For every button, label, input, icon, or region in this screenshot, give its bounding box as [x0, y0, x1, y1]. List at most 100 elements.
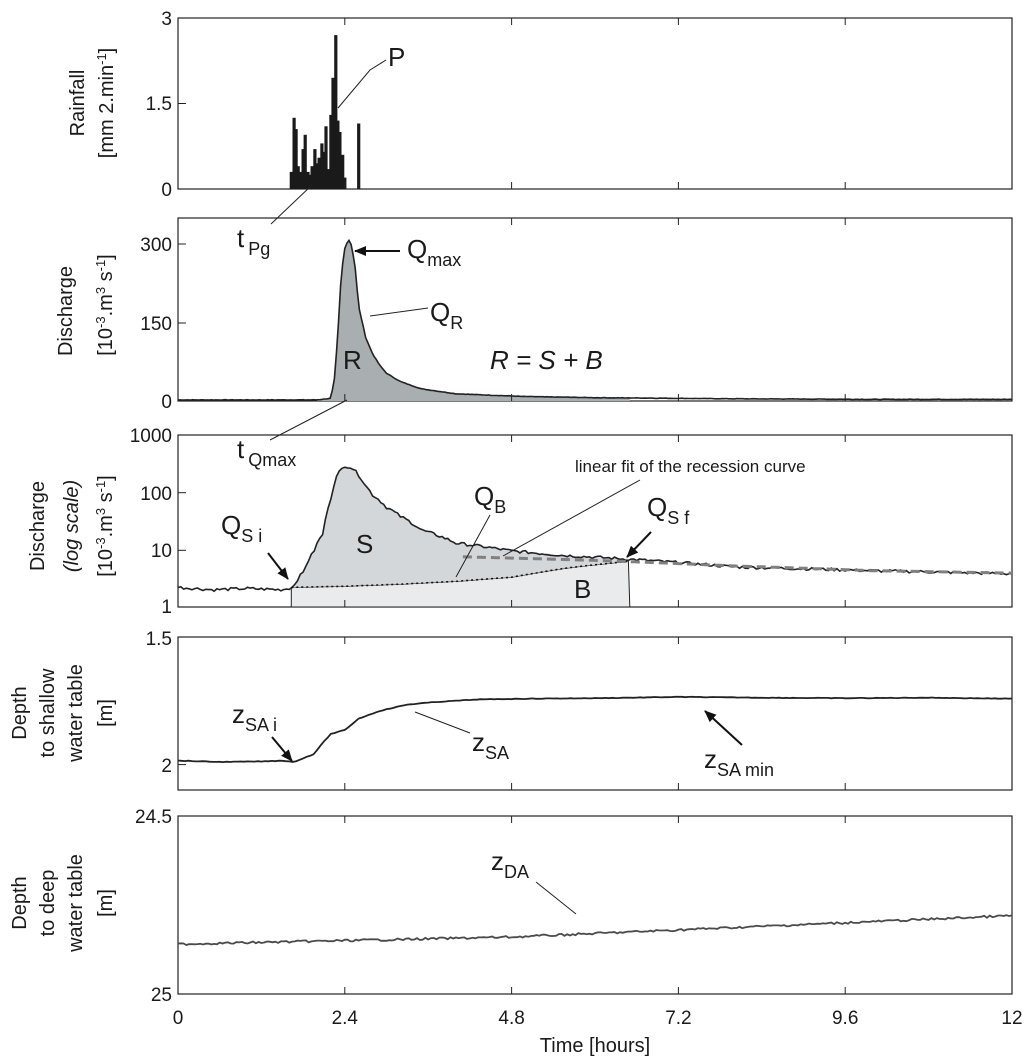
- zda-tick-25: 25: [151, 985, 172, 1006]
- leader-t-pg: [270, 184, 313, 225]
- baseflow-dotted-line: [291, 560, 629, 589]
- x-tick-label: 7.2: [665, 1008, 691, 1029]
- rainfall-bar: [296, 166, 300, 189]
- shallow-water-table-panel: 1.5 2 Depth to shallow water table [m] z…: [9, 629, 1013, 791]
- rainfall-bar: [357, 123, 361, 189]
- rain-tick-0: 0: [161, 180, 172, 201]
- deep-frame: [177, 815, 1013, 995]
- deep-ylabel-line3: water table: [65, 854, 87, 953]
- shallow-water-table-line: [177, 695, 1013, 764]
- rainfall-bar: [310, 166, 314, 189]
- rainfall-bars: [289, 35, 361, 190]
- leader-z-sa: [414, 711, 471, 734]
- annotation-t-qmax: t Qmax: [237, 434, 296, 470]
- discharge-log-panel: 1000 100 10 1 Discharge (log scale) [10-…: [27, 399, 1013, 618]
- rainfall-bar: [341, 154, 345, 189]
- x-axis: 0 2.4 4.8 7.2 9.6 12: [173, 18, 1023, 1029]
- discharge-ylabel-line2: [10-3.m3 s-1]: [93, 254, 117, 356]
- annotation-fit-label: linear fit of the recession curve: [575, 457, 806, 476]
- leader-p: [337, 59, 387, 109]
- q-tick-300: 300: [140, 235, 172, 256]
- rainfall-bar: [329, 114, 333, 189]
- arrow-q-sf: [626, 531, 652, 558]
- rainfall-bar: [331, 77, 335, 189]
- annotation-q-r: QR: [430, 297, 463, 333]
- rainfall-bar: [303, 134, 307, 189]
- shallow-ylabel-line1: Depth: [9, 686, 31, 739]
- rain-tick-1-5: 1.5: [146, 94, 172, 115]
- discharge-log-ylabel-line1: Discharge: [27, 481, 49, 571]
- annotation-q-si: QS i: [221, 510, 262, 546]
- stormflow-s-area: [291, 466, 629, 588]
- shallow-frame: [177, 636, 1013, 791]
- x-axis-label: Time [hours]: [540, 1035, 650, 1057]
- annotation-p: P: [388, 42, 405, 72]
- recession-fit-line: [462, 555, 1013, 575]
- x-tick-label: 9.6: [832, 1008, 858, 1029]
- rainfall-ylabel-line2: [mm 2.min-1]: [94, 48, 118, 158]
- annotation-r-area: R: [343, 345, 362, 375]
- q-tick-0: 0: [161, 392, 172, 413]
- qlog-tick-100: 100: [140, 484, 172, 505]
- deep-water-table-panel: 24.5 25 Depth to deep water table [m] zD…: [9, 807, 1013, 1006]
- rainfall-bar: [301, 149, 305, 189]
- deep-water-table-line: [177, 914, 1013, 946]
- rainfall-bar: [299, 171, 303, 189]
- discharge-log-ylabel-italic: (log scale): [61, 480, 83, 572]
- shallow-ylabel-line4: [m]: [95, 699, 117, 727]
- rainfall-bar: [313, 149, 317, 189]
- rainfall-bar: [322, 151, 326, 189]
- annotation-q-sf: QS f: [647, 492, 690, 528]
- discharge-ylabel-line1: Discharge: [55, 266, 77, 356]
- zda-tick-24-5: 24.5: [135, 807, 172, 828]
- annotation-z-da: zDA: [491, 846, 529, 882]
- shallow-ylabel-line3: water table: [65, 664, 87, 763]
- rainfall-bar: [327, 169, 331, 189]
- deep-ylabel-line2: to deep: [37, 870, 59, 937]
- deep-ylabel-line4: [m]: [95, 889, 117, 917]
- arrow-z-sa-min: [704, 710, 743, 746]
- annotation-q-max: Qmax: [407, 234, 461, 270]
- rainfall-bar: [289, 171, 293, 189]
- rainfall-bar: [324, 126, 328, 189]
- discharge-line: [178, 239, 1013, 401]
- arrow-q-si: [267, 552, 289, 580]
- annotation-z-sa-min: zSA min: [704, 744, 774, 780]
- q-tick-150: 150: [140, 314, 172, 335]
- annotation-t-pg: t Pg: [237, 223, 270, 259]
- shallow-ylabel-line2: to shallow: [37, 668, 59, 757]
- discharge-panel: 300 150 0 Discharge [10-3.m3 s-1] t Pg Qm…: [55, 184, 1013, 413]
- x-tick-label: 12: [1001, 1008, 1022, 1029]
- leader-z-da: [535, 881, 577, 915]
- annotation-equation: R = S + B: [490, 345, 603, 375]
- rainfall-bar: [336, 120, 340, 189]
- qlog-tick-1000: 1000: [130, 426, 172, 447]
- x-tick-label: 0: [173, 1008, 184, 1029]
- leader-q-b: [455, 514, 491, 578]
- rainfall-bar: [306, 171, 310, 189]
- rainfall-ylabel-line1: Rainfall: [67, 70, 89, 137]
- discharge-r-area: [317, 239, 630, 401]
- rainfall-bar: [320, 143, 324, 189]
- rain-tick-3: 3: [161, 9, 172, 30]
- rainfall-bar: [338, 132, 342, 189]
- x-tick-label: 2.4: [332, 1008, 359, 1029]
- rainfall-bar: [294, 129, 298, 189]
- qlog-tick-1: 1: [161, 597, 172, 618]
- leader-fit: [502, 479, 641, 557]
- rainfall-bar: [292, 117, 296, 190]
- annotation-q-b: QB: [474, 481, 506, 517]
- leader-q-r: [369, 307, 429, 317]
- annotation-z-sa: zSA: [472, 727, 509, 763]
- rainfall-bar: [317, 157, 321, 189]
- leader-t-qmax: [269, 399, 348, 441]
- x-tick-label: 4.8: [498, 1008, 524, 1029]
- deep-ylabel-line1: Depth: [9, 876, 31, 929]
- rainfall-bar: [308, 174, 312, 190]
- zsa-tick-1-5: 1.5: [146, 629, 172, 650]
- rainfall-bar: [315, 163, 319, 189]
- annotation-b-area: B: [574, 574, 591, 604]
- annotation-s-area: S: [356, 529, 373, 559]
- qlog-tick-10: 10: [151, 541, 172, 562]
